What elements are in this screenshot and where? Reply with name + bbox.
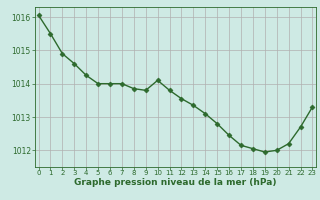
X-axis label: Graphe pression niveau de la mer (hPa): Graphe pression niveau de la mer (hPa) <box>74 178 277 187</box>
